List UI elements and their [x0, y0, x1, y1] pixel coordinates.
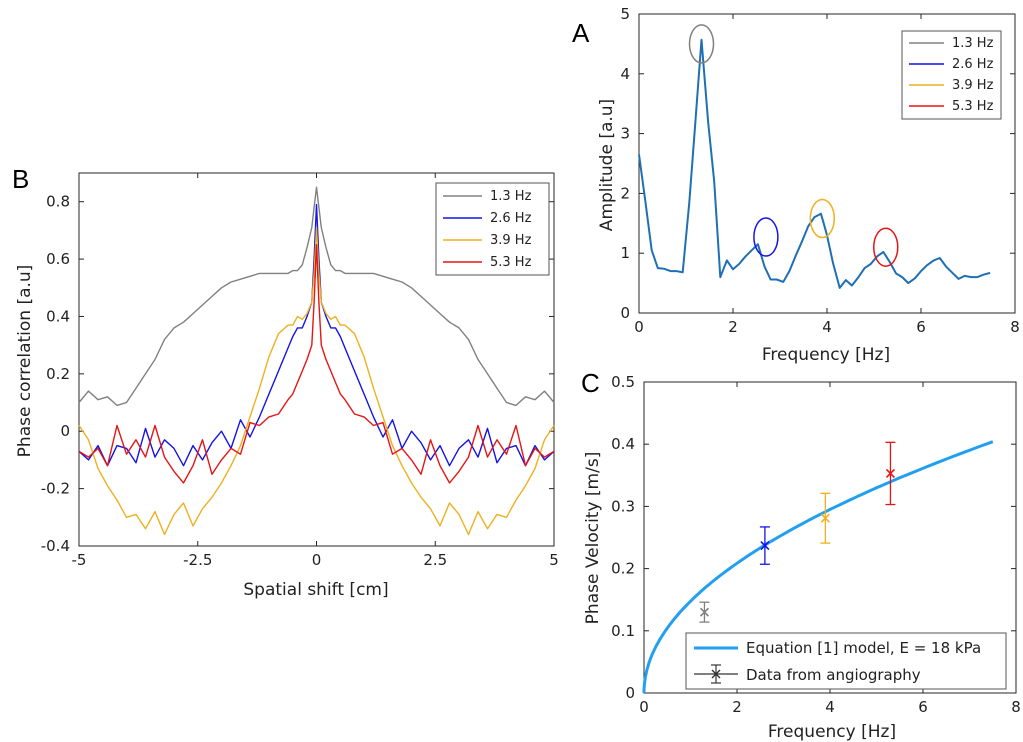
- panel-c-ytick-label: 0.3: [611, 497, 635, 515]
- x-marker: [760, 541, 770, 551]
- panel-b-xtick-label: -2.5: [183, 551, 212, 569]
- panel-c-xtick-label: 6: [918, 698, 928, 716]
- panel-b-ytick-label: 0: [60, 422, 70, 440]
- legend-b-item-3: 3.9 Hz: [490, 233, 532, 248]
- legend-b-item-4: 5.3 Hz: [490, 255, 532, 270]
- panel-c-label: C: [581, 368, 600, 398]
- legend-a-item-1: 1.3 Hz: [952, 36, 994, 51]
- peak-highlight-4: [873, 227, 899, 267]
- panel-c: C 0 2 4 6 8 0 0.1 0.2 0.3 0.4 0.5 Frequency [Hz] P…: [581, 368, 1021, 742]
- peak-highlight-3: [809, 198, 836, 239]
- legend-c-item-data: Data from angiography: [746, 666, 921, 684]
- panel-c-xtick-label: 2: [732, 698, 742, 716]
- panel-b-label: B: [12, 164, 29, 194]
- panel-b-ytick-label: -0.4: [41, 537, 70, 555]
- panel-a-label: A: [572, 18, 590, 48]
- panel-a-ytick-label: 1: [620, 244, 630, 262]
- model-curve: [642, 440, 994, 693]
- panel-c-ytick-label: 0.4: [611, 435, 635, 453]
- panel-a-plot: [638, 38, 991, 289]
- panel-a-ytick-label: 5: [620, 5, 630, 23]
- panel-c-legend: Equation [1] model, E = 18 kPa Data from…: [685, 632, 1007, 690]
- panel-b-plot: [78, 186, 555, 536]
- panel-b-ytick-label: 0.2: [46, 365, 70, 383]
- legend-a-item-2: 2.6 Hz: [952, 57, 994, 72]
- correlation-line-1: [78, 186, 555, 407]
- panel-c-ytick-label: 0.2: [611, 560, 635, 578]
- legend-b-item-2: 2.6 Hz: [490, 211, 532, 226]
- legend-a-item-3: 3.9 Hz: [952, 78, 994, 93]
- panel-a-xlabel: Frequency [Hz]: [762, 345, 890, 365]
- panel-a-xtick-label: 4: [822, 318, 832, 336]
- data-point-3: [820, 492, 831, 544]
- panel-c-xtick-label: 8: [1011, 698, 1021, 716]
- legend-a-item-4: 5.3 Hz: [952, 99, 994, 114]
- panel-c-axes: 0 2 4 6 8 0 0.1 0.2 0.3 0.4 0.5: [611, 373, 1021, 716]
- peak-highlight-2: [753, 217, 779, 257]
- correlation-line-3: [78, 226, 555, 536]
- panel-b-xtick-label: 0: [312, 551, 322, 569]
- panel-c-ylabel: Phase Velocity [m/s]: [583, 452, 603, 625]
- panel-b-xtick-label: 2.5: [423, 551, 447, 569]
- panel-a-xtick-label: 8: [1010, 318, 1020, 336]
- panel-a-xtick-label: 0: [634, 318, 644, 336]
- panel-b-ytick-label: 0.4: [46, 307, 70, 325]
- legend-c-item-model: Equation [1] model, E = 18 kPa: [746, 639, 981, 657]
- panel-a-xtick-label: 6: [916, 318, 926, 336]
- panel-b-ytick-label: -0.2: [41, 480, 70, 498]
- panel-c-ytick-label: 0.5: [611, 373, 635, 391]
- panel-b-ylabel: Phase correlation [a.u]: [15, 265, 35, 458]
- panel-b-ytick-label: 0.6: [46, 250, 70, 268]
- x-marker: [699, 607, 710, 617]
- panel-b-legend: 1.3 Hz 2.6 Hz 3.9 Hz 5.3 Hz: [435, 182, 550, 276]
- panel-c-plot: [642, 440, 994, 693]
- panel-a-ylabel: Amplitude [a.u]: [597, 99, 617, 231]
- peak-highlight-1: [688, 24, 715, 64]
- spectrum-line: [638, 38, 991, 289]
- data-point-2: [759, 526, 770, 565]
- x-marker: [885, 468, 896, 478]
- data-point-1: [699, 601, 710, 623]
- panel-c-xlabel: Frequency [Hz]: [768, 722, 896, 742]
- legend-c-marker: [711, 669, 721, 679]
- panel-b-xtick-label: -5: [72, 551, 87, 569]
- x-marker: [820, 513, 830, 523]
- correlation-line-4: [78, 244, 555, 484]
- panel-b: B -5 -2.5 0 2.5 5 -0.4 -0.2 0 0.2 0.4 0.6 0.8 Spati…: [12, 164, 559, 600]
- panel-a-legend: 1.3 Hz 2.6 Hz 3.9 Hz 5.3 Hz: [901, 30, 1002, 120]
- panel-a-xtick-label: 2: [728, 318, 738, 336]
- panel-a-ytick-label: 2: [620, 184, 630, 202]
- panel-b-axes: -5 -2.5 0 2.5 5 -0.4 -0.2 0 0.2 0.4 0.6 0.8: [41, 172, 559, 569]
- legend-b-item-1: 1.3 Hz: [490, 189, 532, 204]
- panel-b-xlabel: Spatial shift [cm]: [243, 580, 388, 600]
- correlation-line-2: [78, 203, 555, 467]
- data-point-4: [885, 441, 896, 506]
- panel-c-ytick-label: 0.1: [611, 622, 635, 640]
- panel-b-xtick-label: 5: [549, 551, 559, 569]
- panel-a-highlights: [688, 24, 899, 267]
- panel-a-ytick-label: 4: [620, 65, 630, 83]
- panel-a: A 0 2 4 6 8 0 1 2 3 4 5 Frequency [Hz] Amplitude […: [572, 5, 1020, 365]
- panel-a-ytick-label: 0: [620, 304, 630, 322]
- panel-b-ytick-label: 0.8: [46, 193, 70, 211]
- panel-c-xtick-label: 4: [825, 698, 835, 716]
- panel-c-xtick-label: 0: [639, 698, 649, 716]
- panel-a-ytick-label: 3: [620, 125, 630, 143]
- panel-c-ytick-label: 0: [625, 684, 635, 702]
- panel-a-axes: 0 2 4 6 8 0 1 2 3 4 5: [620, 5, 1019, 336]
